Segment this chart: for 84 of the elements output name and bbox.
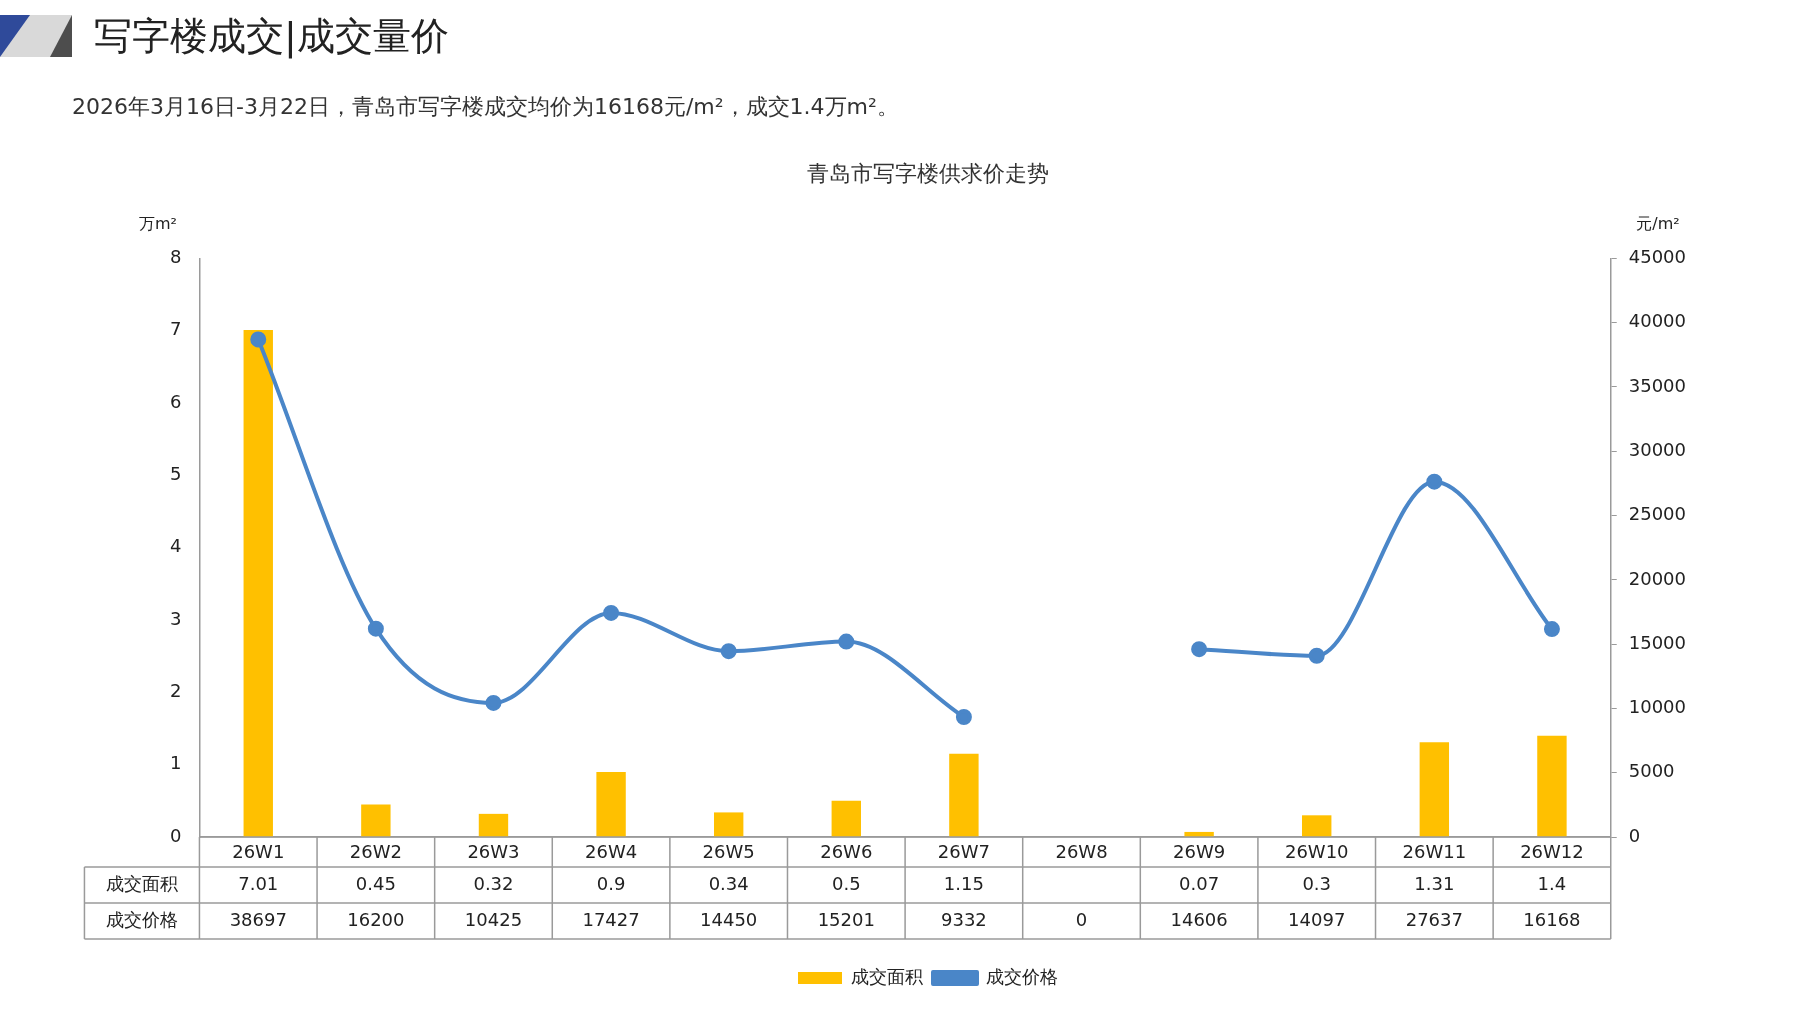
text: 2026年3月16日-3月22日，青岛市写字楼成交均价为16168元/m²，成交1.4万m²。 (72, 93, 900, 121)
data-label: 7.01 (238, 872, 279, 894)
point (485, 694, 502, 711)
data-label: 0.3 (1302, 872, 1332, 894)
data-label: 1.31 (1414, 872, 1455, 894)
point (720, 643, 737, 660)
x-tick-label: 26W7 (937, 841, 990, 863)
legend-label: 成交价格 (986, 965, 1058, 987)
bar (361, 804, 391, 837)
y2-tick-label: 35000 (1628, 374, 1686, 396)
data-label: 14450 (700, 908, 758, 930)
x-tick-label: 26W8 (1055, 841, 1108, 863)
y2-axis-title: 元/m² (1636, 213, 1680, 233)
text: 写字楼成交|成交量价 (94, 12, 449, 61)
bar (243, 330, 273, 837)
y2-tick-label: 10000 (1628, 696, 1686, 718)
y2-tick-label: 25000 (1628, 503, 1686, 525)
bar (713, 812, 744, 837)
point (1308, 647, 1325, 664)
data-label: 0.34 (708, 872, 749, 894)
y2-tick-label: 40000 (1628, 310, 1686, 332)
data-label: 0.9 (596, 872, 626, 894)
y-tick-label: 7 (170, 318, 182, 340)
x-tick-label: 26W2 (349, 841, 402, 863)
y-tick-label: 2 (170, 680, 182, 702)
point (1543, 621, 1560, 638)
data-label: 16168 (1523, 908, 1581, 930)
y2-tick-label: 30000 (1628, 438, 1686, 460)
data-label: 15201 (817, 908, 875, 930)
data-label: 17427 (582, 908, 640, 930)
text: 成交面积 (105, 872, 178, 894)
x-tick-label: 26W10 (1284, 841, 1349, 863)
y2-tick-label: 15000 (1628, 631, 1686, 653)
data-label: 0.07 (1179, 872, 1220, 894)
data-label: 10425 (464, 908, 523, 930)
bar (1419, 742, 1450, 837)
point (955, 709, 972, 726)
y-tick-label: 5 (170, 463, 182, 485)
text: 成交价格 (105, 908, 178, 930)
data-label: 1.15 (943, 872, 984, 894)
chart-title: 青岛市写字楼供求价走势 (807, 160, 1049, 186)
y-tick-label: 4 (170, 535, 182, 557)
y2-tick-label: 45000 (1628, 246, 1686, 268)
y-tick-label: 8 (170, 246, 182, 268)
data-label: 38697 (229, 908, 287, 930)
bar (1537, 735, 1567, 837)
data-label: 9332 (940, 908, 987, 930)
y2-tick-label: 5000 (1628, 760, 1675, 782)
data-label: 14097 (1288, 908, 1346, 930)
y-tick-label: 6 (170, 390, 182, 412)
point (603, 604, 620, 621)
text: 0 (1075, 908, 1088, 930)
x-tick-label: 26W4 (585, 841, 638, 863)
x-tick-label: 26W11 (1402, 841, 1467, 863)
x-tick-label: 26W3 (467, 841, 520, 863)
data-label: 1.4 (1537, 872, 1567, 894)
bar (949, 753, 979, 837)
x-tick-label: 26W12 (1520, 841, 1584, 863)
x-tick-label: 26W1 (232, 841, 285, 863)
y2-tick-label: 20000 (1628, 567, 1686, 589)
y-tick-label: 0 (170, 824, 182, 846)
y2-tick-label: 0 (1628, 824, 1641, 846)
bar (478, 813, 509, 837)
data-label: 16200 (347, 908, 405, 930)
bar (1302, 815, 1332, 837)
legend-label: 成交面积 (851, 965, 923, 987)
y-tick-label: 1 (170, 752, 182, 774)
x-tick-label: 26W9 (1173, 841, 1226, 863)
y-axis-title: 万m² (139, 213, 177, 233)
x-tick-label: 26W6 (820, 841, 873, 863)
bar (596, 771, 626, 837)
x-tick-label: 26W5 (702, 841, 755, 863)
bar (831, 800, 861, 837)
point (1426, 473, 1443, 490)
point (838, 633, 855, 650)
data-label: 27637 (1405, 908, 1463, 930)
data-label: 0.32 (473, 872, 514, 894)
y-tick-label: 3 (170, 607, 182, 629)
point (367, 620, 384, 637)
data-label: 0.45 (355, 872, 396, 894)
point (1191, 641, 1208, 658)
data-label: 14606 (1170, 908, 1228, 930)
data-label: 0.5 (831, 872, 861, 894)
point (250, 331, 267, 348)
